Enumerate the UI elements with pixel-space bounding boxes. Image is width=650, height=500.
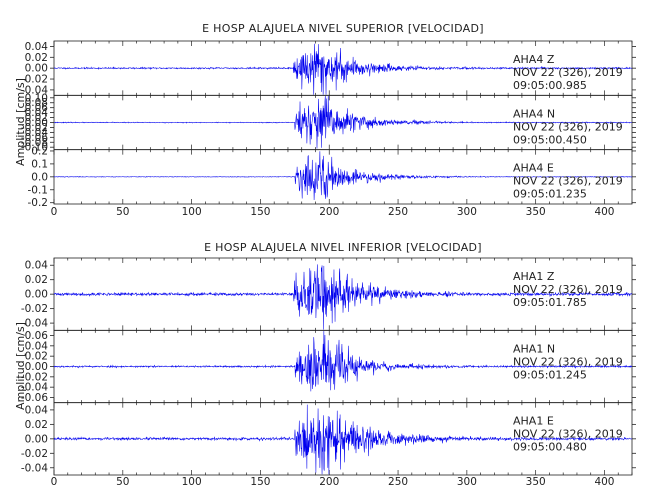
- y-axis-label: Amplitud [cm/s]: [14, 322, 27, 410]
- y-tick-label: -0.10: [21, 142, 48, 154]
- chart-title: E HOSP ALAJUELA NIVEL INFERIOR [VELOCIDA…: [204, 241, 482, 254]
- y-tick-label: 0.06: [25, 102, 49, 114]
- y-tick-label: 0.04: [25, 41, 49, 53]
- x-tick-label: 200: [319, 206, 339, 218]
- y-tick-label: -0.04: [21, 127, 48, 139]
- y-tick-label: 0.00: [25, 433, 48, 445]
- trace-start-time: 09:05:01.235: [513, 188, 587, 201]
- y-tick-label: 0.02: [25, 419, 48, 431]
- y-tick-label: 0.00: [25, 361, 48, 373]
- x-tick-label: 0: [51, 476, 58, 488]
- y-tick-label: 0.0: [31, 171, 48, 183]
- trace-date: NOV 22 (326), 2019: [513, 355, 623, 368]
- x-tick-label: 150: [250, 206, 270, 218]
- x-tick-label: 0: [51, 206, 58, 218]
- trace-panel-aha4-n: 0.100.080.060.040.020.00-0.02-0.04-0.06-…: [21, 92, 636, 154]
- y-tick-label: -0.06: [21, 392, 48, 404]
- trace-date: NOV 22 (326), 2019: [513, 66, 623, 79]
- y-tick-label: 0.04: [25, 404, 49, 416]
- y-tick-label: -0.02: [21, 303, 48, 315]
- y-tick-label: 0.08: [25, 97, 48, 109]
- trace-start-time: 09:05:01.785: [513, 296, 587, 309]
- x-tick-label: 350: [526, 476, 546, 488]
- chart-1: E HOSP ALAJUELA NIVEL SUPERIOR [VELOCIDA…: [14, 22, 636, 218]
- x-tick-label: 400: [594, 206, 614, 218]
- x-tick-label: 50: [116, 206, 129, 218]
- y-tick-label: -0.04: [21, 462, 48, 474]
- trace-station-component: AHA1 Z: [513, 270, 555, 283]
- x-tick-label: 350: [526, 206, 546, 218]
- x-tick-label: 250: [388, 206, 408, 218]
- trace-date: NOV 22 (326), 2019: [513, 120, 623, 133]
- y-tick-label: 0.02: [25, 112, 48, 124]
- y-tick-label: 0.04: [25, 107, 49, 119]
- y-tick-label: 0.02: [25, 52, 48, 64]
- y-tick-label: -0.02: [21, 74, 48, 86]
- y-tick-label: 0.2: [31, 145, 48, 157]
- trace-start-time: 09:05:01.245: [513, 368, 587, 381]
- chart-title: E HOSP ALAJUELA NIVEL SUPERIOR [VELOCIDA…: [202, 22, 484, 35]
- y-tick-label: -0.08: [21, 137, 48, 149]
- trace-date: NOV 22 (326), 2019: [513, 283, 623, 296]
- y-tick-label: -0.04: [21, 318, 48, 330]
- y-tick-label: 0.10: [25, 92, 48, 104]
- waveform-line: [53, 43, 633, 95]
- trace-start-time: 09:05:00.450: [513, 133, 587, 146]
- waveform-line: [53, 95, 633, 149]
- trace-start-time: 09:05:00.480: [513, 441, 587, 454]
- x-tick-label: 50: [116, 476, 129, 488]
- waveform-line: [53, 151, 633, 201]
- x-tick-label: 300: [457, 476, 477, 488]
- waveform-line: [53, 404, 633, 475]
- x-tick-label: 400: [594, 476, 614, 488]
- x-tick-label: 100: [182, 476, 202, 488]
- y-tick-label: -0.04: [21, 84, 48, 96]
- x-tick-label: 150: [250, 476, 270, 488]
- y-tick-label: 0.00: [25, 289, 48, 301]
- x-tick-label: 300: [457, 206, 477, 218]
- y-tick-label: 0.02: [25, 274, 48, 286]
- trace-start-time: 09:05:00.985: [513, 79, 587, 92]
- y-tick-label: 0.00: [25, 63, 48, 75]
- x-tick-label: 100: [182, 206, 202, 218]
- trace-station-component: AHA1 E: [513, 415, 554, 428]
- y-tick-label: 0.00: [25, 117, 48, 129]
- trace-panel-aha1-n: 0.060.040.020.00-0.02-0.04-0.06 AHA1 NNOV…: [21, 329, 636, 404]
- y-tick-label: 0.04: [25, 340, 49, 352]
- y-tick-label: -0.02: [21, 371, 48, 383]
- y-tick-label: -0.04: [21, 382, 48, 394]
- trace-date: NOV 22 (326), 2019: [513, 428, 623, 441]
- y-tick-label: 0.04: [25, 260, 49, 272]
- waveform-line: [53, 264, 633, 330]
- y-tick-label: 0.1: [31, 158, 48, 170]
- trace-station-component: AHA1 N: [513, 342, 555, 355]
- y-tick-label: 0.06: [25, 330, 49, 342]
- y-tick-label: -0.02: [21, 448, 48, 460]
- chart-2: E HOSP ALAJUELA NIVEL INFERIOR [VELOCIDA…: [14, 241, 636, 488]
- y-tick-label: -0.2: [28, 197, 49, 209]
- y-axis-label: Amplitud [cm/s]: [14, 78, 27, 166]
- trace-date: NOV 22 (326), 2019: [513, 175, 623, 188]
- trace-station-component: AHA4 E: [513, 162, 554, 175]
- y-tick-label: -0.1: [28, 184, 49, 196]
- y-tick-label: -0.06: [21, 132, 48, 144]
- x-tick-label: 250: [388, 476, 408, 488]
- y-tick-label: -0.02: [21, 122, 48, 134]
- y-tick-label: 0.02: [25, 351, 48, 363]
- x-tick-label: 200: [319, 476, 339, 488]
- trace-station-component: AHA4 Z: [513, 53, 555, 66]
- waveform-line: [53, 331, 633, 392]
- trace-station-component: AHA4 N: [513, 107, 555, 120]
- seismogram-layer: E HOSP ALAJUELA NIVEL SUPERIOR [VELOCIDA…: [14, 22, 636, 488]
